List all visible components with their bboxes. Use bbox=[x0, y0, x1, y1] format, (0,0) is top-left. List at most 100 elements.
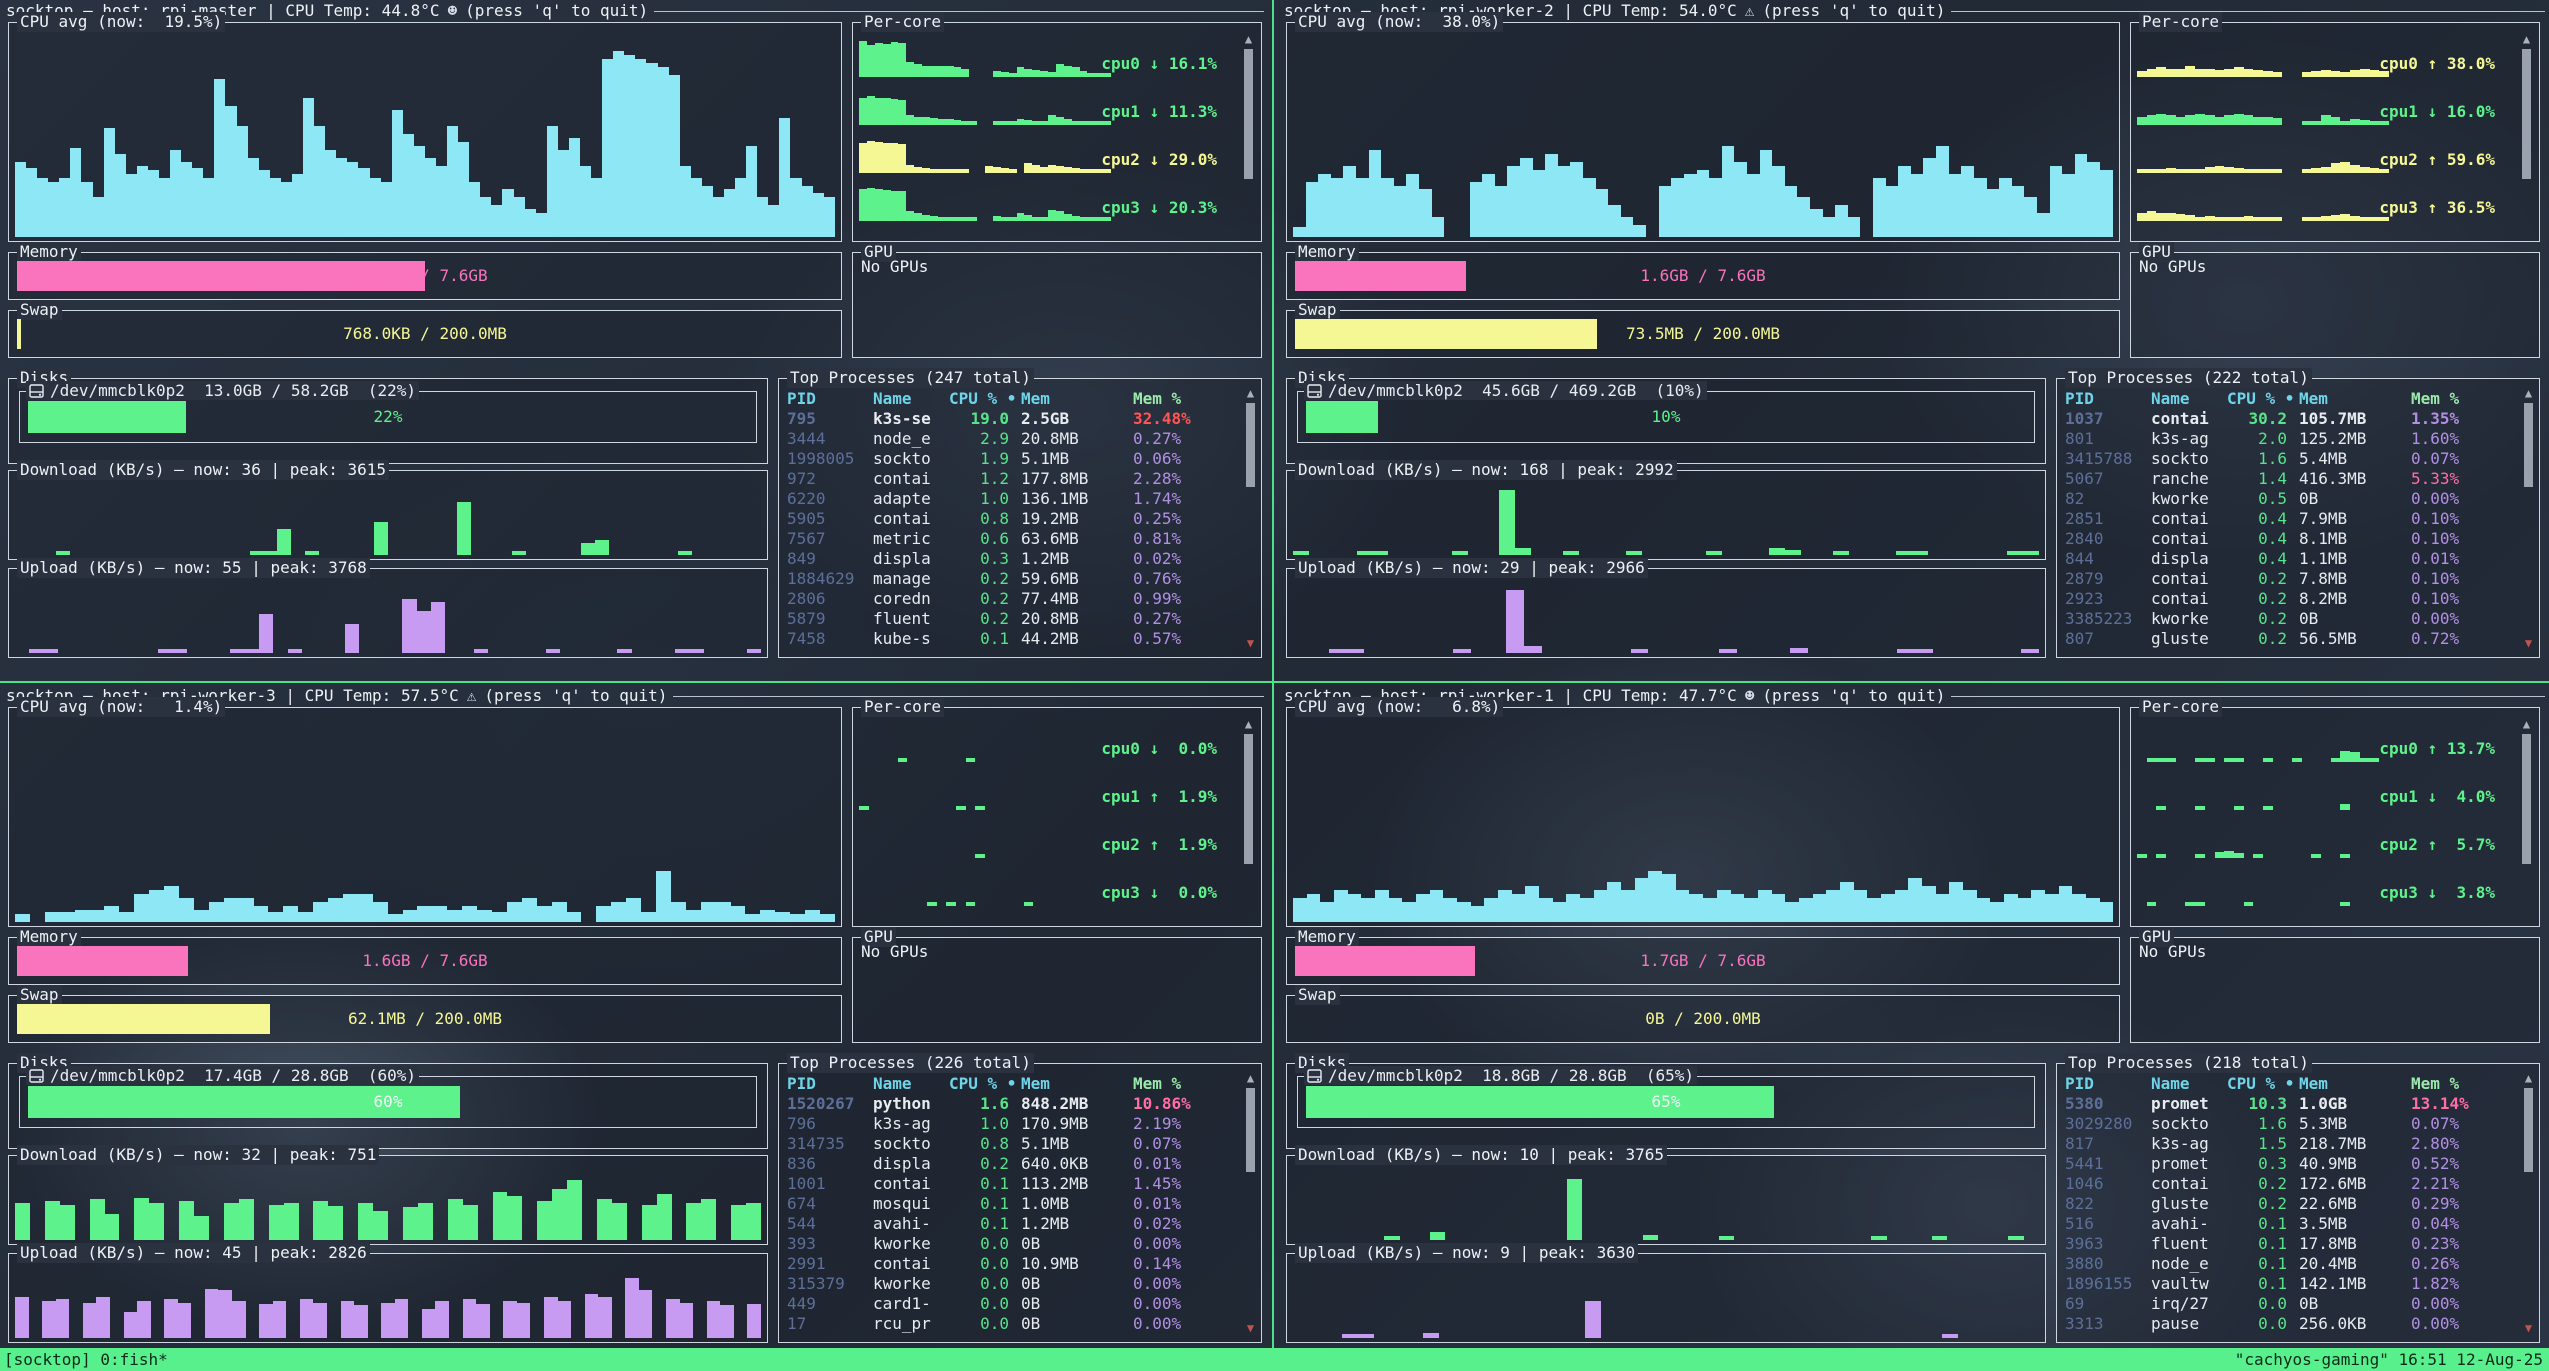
process-row[interactable]: 3385223 kworke 0.2 0B 0.00% bbox=[2065, 609, 2460, 628]
process-row[interactable]: 2840 contai 0.4 8.1MB 0.10% bbox=[2065, 529, 2460, 548]
scrollbar-thumb[interactable] bbox=[2524, 403, 2533, 487]
download-title: Download (KB/s) — now: 32 | peak: 751 bbox=[17, 1145, 380, 1165]
swap-panel: Swap 73.5MB / 200.0MB bbox=[1286, 300, 2120, 358]
process-row[interactable]: 795 k3s-se 19.0 2.5GB 32.48% bbox=[787, 409, 1191, 428]
process-row[interactable]: 3963 fluent 0.1 17.8MB 0.23% bbox=[2065, 1234, 2460, 1253]
process-row[interactable]: 836 displa 0.2 640.0KB 0.01% bbox=[787, 1154, 1182, 1173]
scroll-down-icon[interactable]: ▼ bbox=[1246, 636, 1255, 650]
process-row[interactable]: 314735 sockto 0.8 5.1MB 0.07% bbox=[787, 1134, 1182, 1153]
process-row[interactable]: 5441 promet 0.3 40.9MB 0.52% bbox=[2065, 1154, 2460, 1173]
core-value: 1.9% bbox=[1168, 835, 1217, 854]
disk-usage-percent: 22% bbox=[373, 407, 403, 426]
pane-divider-vertical[interactable] bbox=[1272, 0, 1274, 1348]
memory-meter: 3.8GB / 7.6GB bbox=[17, 261, 833, 291]
process-row[interactable]: 1001 contai 0.1 113.2MB 1.45% bbox=[787, 1174, 1182, 1193]
gpu-status: No GPUs bbox=[2139, 942, 2207, 961]
scroll-down-icon[interactable]: ▼ bbox=[2524, 636, 2533, 650]
core-name: cpu0 bbox=[2379, 54, 2418, 73]
process-row[interactable]: 801 k3s-ag 2.0 125.2MB 1.60% bbox=[2065, 429, 2460, 448]
scroll-up-icon[interactable]: ▲ bbox=[2524, 386, 2533, 400]
process-row[interactable]: 3029280 sockto 1.6 5.3MB 0.07% bbox=[2065, 1114, 2460, 1133]
core-sparkline bbox=[859, 820, 1111, 858]
scroll-up-icon[interactable]: ▲ bbox=[1246, 386, 1255, 400]
process-row[interactable]: 393 kworke 0.0 0B 0.00% bbox=[787, 1234, 1182, 1253]
process-table: PID Name CPU % • Mem Mem % 5380 promet 10.3 1.0G… bbox=[2065, 1074, 2531, 1338]
per-core-scrollbar[interactable]: ▲ bbox=[1244, 33, 1253, 231]
process-row[interactable]: 82 kworke 0.5 0B 0.00% bbox=[2065, 489, 2460, 508]
process-row[interactable]: 7458 kube-s 0.1 44.2MB 0.57% bbox=[787, 629, 1182, 648]
process-row[interactable]: 3880 node_e 0.1 20.4MB 0.26% bbox=[2065, 1254, 2460, 1273]
core-value: 16.0% bbox=[2446, 102, 2495, 121]
process-row[interactable]: 674 mosqui 0.1 1.0MB 0.01% bbox=[787, 1194, 1182, 1213]
process-row[interactable]: 1884629 manage 0.2 59.6MB 0.76% bbox=[787, 569, 1182, 588]
scrollbar-thumb[interactable] bbox=[2522, 49, 2531, 179]
core-value: 20.3% bbox=[1168, 198, 1217, 217]
process-row[interactable]: 2879 contai 0.2 7.8MB 0.10% bbox=[2065, 569, 2460, 588]
pane-divider-horizontal[interactable] bbox=[0, 681, 2549, 683]
process-row[interactable]: 315379 kworke 0.0 0B 0.00% bbox=[787, 1274, 1182, 1293]
per-core-title: Per-core bbox=[2139, 12, 2223, 32]
process-row[interactable]: 817 k3s-ag 1.5 218.7MB 2.80% bbox=[2065, 1134, 2460, 1153]
process-table: PID Name CPU % • Mem Mem % 795 k3s-se 19.0 2.5GB… bbox=[787, 389, 1253, 653]
process-row[interactable]: 17 rcu_pr 0.0 0B 0.00% bbox=[787, 1314, 1182, 1333]
process-row[interactable]: 69 irq/27 0.0 0B 0.00% bbox=[2065, 1294, 2460, 1313]
scroll-down-icon[interactable]: ▼ bbox=[2524, 1321, 2533, 1335]
scroll-up-icon[interactable]: ▲ bbox=[1246, 1071, 1255, 1085]
process-row[interactable]: 2923 contai 0.2 8.2MB 0.10% bbox=[2065, 589, 2460, 608]
process-table-scrollbar[interactable]: ▲ ▼ bbox=[2524, 1072, 2533, 1334]
scroll-up-icon[interactable]: ▲ bbox=[1244, 717, 1253, 731]
process-row[interactable]: 5380 promet 10.3 1.0GB 13.14% bbox=[2065, 1094, 2469, 1113]
cpu-avg-panel: CPU avg (now: 1.4%) bbox=[8, 697, 842, 927]
per-core-scrollbar[interactable]: ▲ bbox=[2522, 718, 2531, 916]
process-row[interactable]: 544 avahi- 0.1 1.2MB 0.02% bbox=[787, 1214, 1182, 1233]
process-table-scrollbar[interactable]: ▲ ▼ bbox=[1246, 1072, 1255, 1334]
process-row[interactable]: 5067 ranche 1.4 416.3MB 5.33% bbox=[2065, 469, 2460, 488]
scrollbar-thumb[interactable] bbox=[1244, 49, 1253, 179]
process-row[interactable]: 1520267 python 1.6 848.2MB 10.86% bbox=[787, 1094, 1191, 1113]
process-row[interactable]: 5879 fluent 0.2 20.8MB 0.27% bbox=[787, 609, 1182, 628]
process-row[interactable]: 972 contai 1.2 177.8MB 2.28% bbox=[787, 469, 1182, 488]
disk-device-text: /dev/mmcblk0p2 18.8GB / 28.8GB (65%) bbox=[1328, 1066, 1695, 1085]
scrollbar-thumb[interactable] bbox=[2522, 734, 2531, 864]
scrollbar-thumb[interactable] bbox=[1244, 734, 1253, 864]
scrollbar-thumb[interactable] bbox=[1246, 1088, 1255, 1172]
process-row[interactable]: 3444 node_e 2.9 20.8MB 0.27% bbox=[787, 429, 1182, 448]
scroll-up-icon[interactable]: ▲ bbox=[2522, 717, 2531, 731]
scrollbar-thumb[interactable] bbox=[2524, 1088, 2533, 1172]
scroll-up-icon[interactable]: ▲ bbox=[2522, 32, 2531, 46]
scroll-up-icon[interactable]: ▲ bbox=[2524, 1071, 2533, 1085]
memory-value: 3.8GB / 7.6GB bbox=[362, 266, 488, 285]
scroll-up-icon[interactable]: ▲ bbox=[1244, 32, 1253, 46]
scrollbar-thumb[interactable] bbox=[1246, 403, 1255, 487]
process-table-scrollbar[interactable]: ▲ ▼ bbox=[1246, 387, 1255, 649]
process-row[interactable]: 822 gluste 0.2 22.6MB 0.29% bbox=[2065, 1194, 2460, 1213]
per-core-scrollbar[interactable]: ▲ bbox=[2522, 33, 2531, 231]
core-name: cpu2 bbox=[1101, 150, 1140, 169]
process-row[interactable]: 7567 metric 0.6 63.6MB 0.81% bbox=[787, 529, 1182, 548]
process-row[interactable]: 449 card1- 0.0 0B 0.00% bbox=[787, 1294, 1182, 1313]
per-core-scrollbar[interactable]: ▲ bbox=[1244, 718, 1253, 916]
tmux-session-window[interactable]: [socktop] 0:fish* bbox=[4, 1350, 168, 1369]
process-row[interactable]: 5905 contai 0.8 19.2MB 0.25% bbox=[787, 509, 1182, 528]
process-row[interactable]: 3313 pause 0.0 256.0KB 0.00% bbox=[2065, 1314, 2460, 1333]
process-row[interactable]: 3415788 sockto 1.6 5.4MB 0.07% bbox=[2065, 449, 2460, 468]
process-row[interactable]: 6220 adapte 1.0 136.1MB 1.74% bbox=[787, 489, 1182, 508]
disk-device-label: /dev/mmcblk0p2 17.4GB / 28.8GB (60%) bbox=[26, 1066, 420, 1085]
process-row[interactable]: 844 displa 0.4 1.1MB 0.01% bbox=[2065, 549, 2460, 568]
process-row[interactable]: 1046 contai 0.2 172.6MB 2.21% bbox=[2065, 1174, 2460, 1193]
process-row[interactable]: 849 displa 0.3 1.2MB 0.02% bbox=[787, 549, 1182, 568]
process-row[interactable]: 2851 contai 0.4 7.9MB 0.10% bbox=[2065, 509, 2460, 528]
process-row[interactable]: 796 k3s-ag 1.0 170.9MB 2.19% bbox=[787, 1114, 1182, 1133]
process-row[interactable]: 1896155 vaultw 0.1 142.1MB 1.82% bbox=[2065, 1274, 2460, 1293]
core-label: cpu0 ↑ 13.7% bbox=[2367, 739, 2495, 758]
process-row[interactable]: 2806 coredn 0.2 77.4MB 0.99% bbox=[787, 589, 1182, 608]
core-name: cpu2 bbox=[1101, 835, 1140, 854]
process-row[interactable]: 1998005 sockto 1.9 5.1MB 0.06% bbox=[787, 449, 1182, 468]
process-row[interactable]: 807 gluste 0.2 56.5MB 0.72% bbox=[2065, 629, 2460, 648]
process-row[interactable]: 2991 contai 0.0 10.9MB 0.14% bbox=[787, 1254, 1182, 1273]
process-row[interactable]: 1037 contai 30.2 105.7MB 1.35% bbox=[2065, 409, 2460, 428]
process-table-scrollbar[interactable]: ▲ ▼ bbox=[2524, 387, 2533, 649]
process-row[interactable]: 516 avahi- 0.1 3.5MB 0.04% bbox=[2065, 1214, 2460, 1233]
tmux-host-clock: "cachyos-gaming" 16:51 12-Aug-25 bbox=[2234, 1350, 2543, 1369]
scroll-down-icon[interactable]: ▼ bbox=[1246, 1321, 1255, 1335]
